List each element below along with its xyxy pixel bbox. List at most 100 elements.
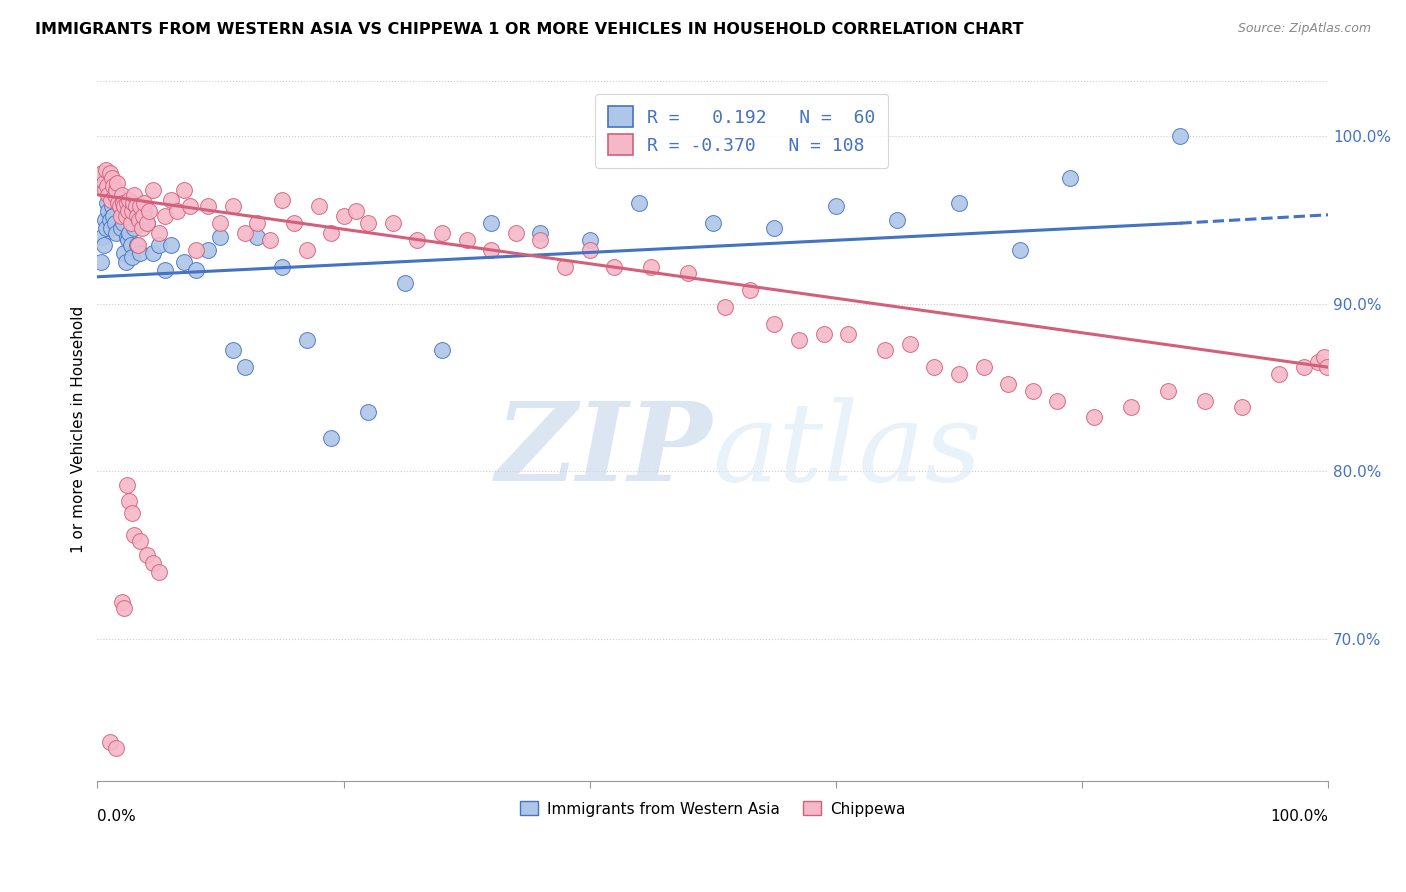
Point bbox=[142, 183, 165, 197]
Point bbox=[148, 226, 170, 240]
Point bbox=[121, 204, 143, 219]
Point bbox=[108, 199, 131, 213]
Point bbox=[129, 534, 152, 549]
Point bbox=[127, 238, 149, 252]
Point bbox=[110, 210, 132, 224]
Point bbox=[96, 179, 118, 194]
Point bbox=[135, 216, 157, 230]
Point bbox=[121, 506, 143, 520]
Point bbox=[197, 199, 219, 213]
Point bbox=[111, 204, 134, 219]
Point bbox=[321, 431, 343, 445]
Point bbox=[153, 263, 176, 277]
Point bbox=[118, 494, 141, 508]
Point bbox=[197, 243, 219, 257]
Point bbox=[479, 216, 502, 230]
Point bbox=[135, 216, 157, 230]
Point bbox=[114, 254, 136, 268]
Point bbox=[122, 196, 145, 211]
Point bbox=[96, 196, 118, 211]
Point bbox=[101, 199, 124, 213]
Point bbox=[115, 196, 138, 211]
Point bbox=[898, 336, 921, 351]
Point bbox=[153, 210, 176, 224]
Point bbox=[166, 204, 188, 219]
Point bbox=[108, 199, 131, 213]
Point bbox=[98, 166, 121, 180]
Point bbox=[103, 216, 125, 230]
Point bbox=[787, 334, 810, 348]
Point bbox=[104, 183, 127, 197]
Point bbox=[357, 405, 380, 419]
Point bbox=[129, 199, 152, 213]
Point bbox=[603, 260, 626, 274]
Point bbox=[94, 221, 117, 235]
Point bbox=[111, 187, 134, 202]
Point bbox=[124, 221, 146, 235]
Point bbox=[142, 246, 165, 260]
Point bbox=[125, 238, 148, 252]
Text: ZIP: ZIP bbox=[496, 397, 713, 504]
Point bbox=[129, 246, 152, 260]
Point bbox=[125, 210, 148, 224]
Point bbox=[259, 233, 281, 247]
Point bbox=[381, 216, 404, 230]
Point bbox=[837, 326, 859, 341]
Point bbox=[112, 199, 135, 213]
Point bbox=[1268, 367, 1291, 381]
Text: atlas: atlas bbox=[713, 397, 983, 504]
Point bbox=[160, 193, 183, 207]
Point bbox=[124, 199, 146, 213]
Point bbox=[271, 260, 294, 274]
Point bbox=[184, 243, 207, 257]
Point bbox=[118, 226, 141, 240]
Point bbox=[117, 204, 139, 219]
Point bbox=[529, 233, 551, 247]
Point bbox=[134, 204, 156, 219]
Point bbox=[105, 187, 128, 202]
Point bbox=[430, 226, 453, 240]
Point bbox=[97, 187, 120, 202]
Point bbox=[103, 187, 125, 202]
Point bbox=[763, 221, 786, 235]
Point bbox=[295, 243, 318, 257]
Point bbox=[112, 196, 135, 211]
Point bbox=[107, 196, 129, 211]
Point bbox=[948, 196, 970, 211]
Point bbox=[173, 183, 195, 197]
Point bbox=[90, 170, 112, 185]
Point bbox=[997, 376, 1019, 391]
Point bbox=[93, 176, 115, 190]
Legend: Immigrants from Western Asia, Chippewa: Immigrants from Western Asia, Chippewa bbox=[513, 796, 912, 822]
Text: IMMIGRANTS FROM WESTERN ASIA VS CHIPPEWA 1 OR MORE VEHICLES IN HOUSEHOLD CORRELA: IMMIGRANTS FROM WESTERN ASIA VS CHIPPEWA… bbox=[35, 22, 1024, 37]
Point bbox=[179, 199, 201, 213]
Point bbox=[132, 210, 155, 224]
Point bbox=[111, 595, 134, 609]
Point bbox=[886, 212, 908, 227]
Point bbox=[1292, 360, 1315, 375]
Point bbox=[222, 343, 245, 358]
Point bbox=[97, 204, 120, 219]
Point bbox=[627, 196, 650, 211]
Point bbox=[763, 317, 786, 331]
Point bbox=[578, 243, 600, 257]
Point bbox=[114, 210, 136, 224]
Point bbox=[714, 300, 737, 314]
Point bbox=[948, 367, 970, 381]
Point bbox=[1121, 401, 1143, 415]
Point bbox=[1010, 243, 1032, 257]
Point bbox=[101, 170, 124, 185]
Point bbox=[1308, 355, 1330, 369]
Y-axis label: 1 or more Vehicles in Household: 1 or more Vehicles in Household bbox=[72, 306, 86, 553]
Point bbox=[103, 179, 125, 194]
Point bbox=[824, 199, 846, 213]
Point bbox=[131, 221, 153, 235]
Point bbox=[98, 735, 121, 749]
Point bbox=[184, 263, 207, 277]
Point bbox=[295, 334, 318, 348]
Point bbox=[321, 226, 343, 240]
Point bbox=[100, 193, 122, 207]
Point bbox=[112, 246, 135, 260]
Point bbox=[124, 187, 146, 202]
Point bbox=[479, 243, 502, 257]
